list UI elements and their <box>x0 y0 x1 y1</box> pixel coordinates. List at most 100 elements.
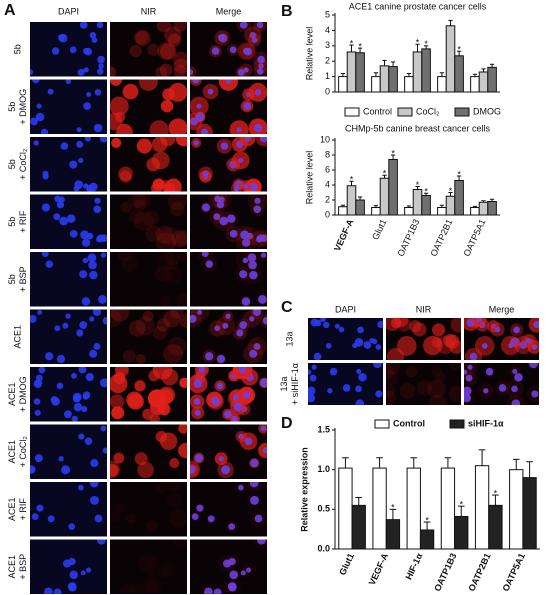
nir-signal <box>120 201 132 214</box>
nucleus <box>190 314 197 323</box>
nucleus <box>36 103 42 109</box>
y-tick-label: 1 <box>325 71 330 81</box>
nir-signal <box>142 310 154 322</box>
nucleus <box>363 341 372 349</box>
nucleus <box>42 170 49 177</box>
nucleus <box>221 465 231 475</box>
image-background <box>30 22 107 77</box>
nucleus <box>97 539 106 545</box>
bar <box>478 71 489 93</box>
micrograph <box>30 539 107 594</box>
nucleus <box>69 230 78 238</box>
nucleus <box>260 425 267 432</box>
error-bar <box>373 72 379 77</box>
cells <box>308 363 383 405</box>
micrograph <box>110 309 187 364</box>
nucleus <box>53 588 62 594</box>
nucleus <box>205 260 214 268</box>
nucleus <box>73 402 83 412</box>
nir-signal <box>138 555 155 572</box>
nir-signal <box>149 413 160 422</box>
bar <box>388 66 398 93</box>
nir-signal <box>450 318 461 333</box>
row-label: 5b <box>12 44 22 54</box>
nir-signal <box>386 363 401 376</box>
nir-signal <box>167 33 181 47</box>
nucleus <box>200 128 209 134</box>
nir-signal <box>145 520 158 533</box>
nucleus <box>249 270 258 280</box>
nir-signal <box>110 96 129 116</box>
nucleus <box>32 79 40 84</box>
nir-signal <box>134 30 149 45</box>
nucleus <box>196 103 202 109</box>
micrograph <box>30 482 107 537</box>
nucleus <box>511 385 518 393</box>
nir-signal <box>134 198 147 211</box>
error-bar <box>489 198 495 202</box>
bar <box>388 159 398 216</box>
legend-swatch <box>454 107 470 117</box>
y-axis-label: Relative level <box>304 27 314 81</box>
nucleus <box>243 67 249 73</box>
nucleus <box>243 102 251 111</box>
nucleus <box>342 384 351 392</box>
row-label: 13a <box>284 331 294 346</box>
nucleus <box>320 318 326 323</box>
y-tick-label: 0 <box>325 86 330 96</box>
nucleus <box>216 354 226 364</box>
nucleus <box>369 338 375 344</box>
nucleus <box>260 252 267 258</box>
nucleus <box>356 368 362 374</box>
nucleus <box>85 372 94 382</box>
nucleus <box>254 89 262 96</box>
bar <box>372 467 387 550</box>
nucleus <box>195 112 205 122</box>
nucleus <box>84 437 93 445</box>
error-bar <box>423 192 429 196</box>
nir-signal <box>386 370 399 386</box>
nucleus <box>510 337 520 347</box>
nucleus <box>519 341 528 349</box>
nucleus <box>83 183 89 189</box>
bar <box>379 65 390 93</box>
error-bar <box>481 200 486 203</box>
error-bar <box>340 204 346 207</box>
micrograph <box>190 22 267 77</box>
nucleus <box>41 203 51 212</box>
nucleus <box>514 373 523 382</box>
nucleus <box>238 484 244 491</box>
significance-mark: * <box>350 175 354 185</box>
nucleus <box>254 197 261 204</box>
nucleus <box>239 22 248 29</box>
nucleus <box>253 123 263 133</box>
nir-signal <box>154 482 167 494</box>
nir-signal <box>156 22 172 33</box>
nir-signal <box>229 120 249 134</box>
panel-label: B <box>281 3 293 20</box>
image-background <box>386 363 461 405</box>
nucleus <box>250 458 259 468</box>
cells <box>41 195 107 247</box>
nucleus <box>96 236 103 243</box>
nir-signal <box>171 229 187 247</box>
row-label: + CoCl₂ <box>18 148 28 180</box>
error-bar <box>472 205 478 208</box>
cells <box>31 482 103 530</box>
nucleus <box>220 142 229 150</box>
nir-signal <box>110 394 125 409</box>
bar <box>474 465 490 550</box>
nucleus <box>73 185 80 192</box>
nir-signal <box>155 225 174 244</box>
error-bar <box>373 205 379 208</box>
nucleus <box>193 379 203 388</box>
nucleus <box>249 31 257 39</box>
nir-signal <box>129 44 142 58</box>
nir-signal <box>150 182 163 192</box>
nir-signal <box>169 509 187 528</box>
error-bar <box>390 154 396 160</box>
nir-signal <box>179 377 187 389</box>
x-tick-label: HIF-1α <box>403 551 424 581</box>
error-bar <box>355 496 363 506</box>
error-bar <box>357 47 363 53</box>
